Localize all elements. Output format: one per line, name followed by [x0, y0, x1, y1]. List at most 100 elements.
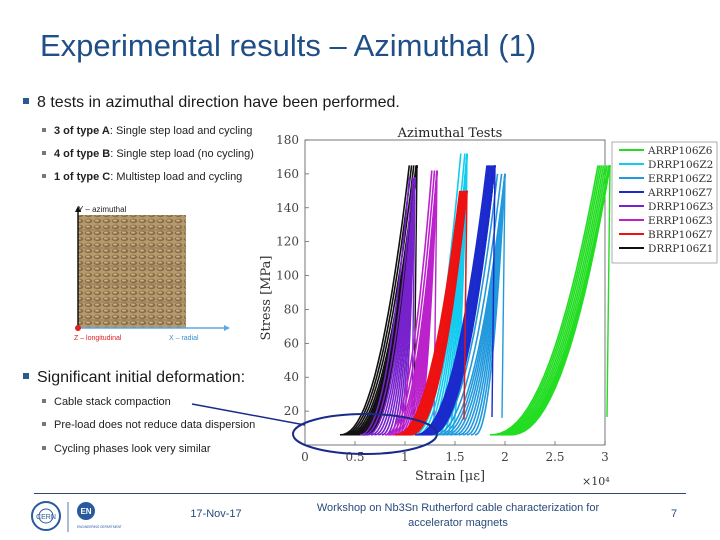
curve-ARRP106Z7: [429, 165, 496, 436]
unload-DRRP106Z3: [411, 177, 416, 419]
x-multiplier: ×10⁴: [582, 475, 610, 488]
y-tick-label: 20: [284, 404, 299, 418]
x-tick-label: 1: [401, 450, 409, 464]
curve-ERRP106Z3: [387, 170, 436, 436]
z-axis-label: Z – longitudinal: [74, 335, 122, 342]
sub-bullet-square-icon: [42, 422, 46, 427]
curve-ARRP106Z7: [416, 165, 490, 436]
unload-ARRP106Z6: [606, 165, 611, 418]
connector-line: [191, 403, 306, 426]
footer-rule: [34, 493, 686, 494]
z-axis-dot-icon: [75, 325, 81, 331]
curve-ARRP106Z6: [491, 165, 601, 436]
sub-bullet-compaction: Cable stack compaction: [42, 396, 171, 408]
x-axis-label: X – radial: [169, 335, 199, 342]
type-b-label: 4 of type B: [54, 148, 111, 160]
initial-deformation-ellipse: [292, 413, 438, 455]
curve-ARRP106Z7: [417, 165, 491, 436]
cern-logo-text: CERN: [36, 514, 56, 521]
sub-bullet-type-a: 3 of type A: Single step load and cyclin…: [42, 125, 252, 137]
curve-BRRP106Z7: [394, 190, 461, 436]
sub-bullet-type-c: 1 of type C: Multistep load and cycling: [42, 171, 242, 183]
x-axis-title: Strain [με]: [415, 469, 485, 484]
legend-label: ARRP106Z7: [647, 187, 712, 199]
y-tick-label: 120: [276, 235, 299, 249]
legend-label: ARRP106Z6: [647, 145, 713, 157]
curve-ARRP106Z7: [419, 165, 492, 436]
curve-BRRP106Z7: [400, 190, 467, 436]
legend-label: DRRP106Z1: [648, 243, 713, 255]
preload-text: Pre-load does not reduce data dispersion: [54, 419, 256, 431]
curve-ARRP106Z6: [495, 165, 605, 436]
curve-BRRP106Z7: [409, 190, 468, 436]
unload-BRRP106Z7: [463, 190, 468, 420]
sub-bullet-square-icon: [42, 174, 46, 179]
type-a-label: 3 of type A: [54, 125, 110, 137]
series-BRRP106Z7: [394, 190, 468, 436]
cern-logo: CERN: [31, 501, 61, 531]
legend-label: ERRP106Z2: [648, 173, 713, 185]
sub-bullet-square-icon: [42, 151, 46, 156]
curve-DRRP106Z1: [342, 165, 413, 436]
legend-label: DRRP106Z2: [648, 159, 713, 171]
footer-page-number: 7: [670, 508, 678, 520]
curve-ARRP106Z6: [493, 165, 603, 436]
curve-ARRP106Z7: [421, 165, 495, 436]
sub-bullet-square-icon: [42, 399, 46, 404]
y-tick-label: 140: [276, 201, 299, 215]
curve-ARRP106Z6: [489, 165, 599, 436]
bullet-tests-text: 8 tests in azimuthal direction have been…: [37, 94, 400, 111]
curve-ARRP106Z6: [497, 165, 607, 436]
legend-label: ERRP106Z3: [648, 215, 713, 227]
cycling-text: Cycling phases look very similar: [54, 443, 211, 455]
x-tick-label: 2.5: [545, 450, 564, 464]
sub-bullet-square-icon: [42, 128, 46, 133]
curve-DRRP106Z1: [339, 165, 411, 436]
legend: ARRP106Z6 DRRP106Z2 ERRP106Z2 ARRP106Z7 DRRP…: [619, 145, 713, 255]
x-tick-label: 3: [601, 450, 609, 464]
sub-bullet-cycling: Cycling phases look very similar: [42, 443, 211, 455]
azimuthal-tests-chart: Azimuthal Tests 20406080100120140160180 …: [259, 126, 718, 488]
x-tick-label: 0: [301, 450, 309, 464]
series-ARRP106Z6: [489, 165, 611, 436]
y-axis-label: Y – azimuthal: [78, 205, 127, 214]
curve-ERRP106Z3: [384, 170, 433, 436]
curve-DRRP106Z3: [363, 177, 414, 436]
y-tick-label: 40: [284, 370, 299, 384]
curve-ARRP106Z6: [500, 165, 610, 436]
curve-DRRP106Z1: [346, 165, 417, 436]
curve-ARRP106Z7: [420, 165, 494, 436]
page-title: Experimental results – Azimuthal (1): [40, 28, 537, 63]
en-logo-text: EN: [80, 507, 91, 516]
curve-ERRP106Z2: [474, 173, 506, 436]
bullet-deformation-text: Significant initial deformation:: [37, 369, 246, 386]
bullet-tests: 8 tests in azimuthal direction have been…: [23, 94, 400, 112]
sub-bullet-square-icon: [42, 446, 46, 451]
y-axis-title: Stress [MPa]: [259, 256, 274, 341]
y-arrowhead-icon: [75, 206, 81, 212]
compaction-text: Cable stack compaction: [54, 396, 171, 408]
y-tick-label: 60: [284, 336, 299, 350]
unload-ERRP106Z2: [501, 173, 506, 418]
cable-stack-figure: Y – azimuthal Z – longitudinal X – radia…: [74, 205, 230, 342]
y-tick-label: 160: [276, 167, 299, 181]
bullet-square-icon: [23, 372, 29, 379]
curve-ERRP106Z2: [434, 173, 503, 436]
sub-bullet-type-b: 4 of type B: Single step load (no cyclin…: [42, 148, 254, 160]
series-ERRP106Z2: [429, 173, 506, 436]
footer-date: 17-Nov-17: [190, 508, 242, 520]
curve-BRRP106Z7: [396, 190, 462, 436]
en-logo-subtext: ENGINEERING DEPARTMENT: [77, 525, 122, 529]
y-tick-label: 100: [276, 269, 299, 283]
curve-DRRP106Z3: [359, 177, 411, 436]
en-department-logo: EN ENGINEERING DEPARTMENT: [77, 502, 122, 529]
curve-ARRP106Z6: [499, 165, 608, 436]
bullet-square-icon: [23, 97, 29, 104]
curve-BRRP106Z7: [399, 190, 465, 436]
chart-title: Azimuthal Tests: [397, 126, 503, 141]
legend-box: [611, 141, 718, 264]
y-tick-label: 80: [284, 302, 299, 316]
type-c-label: 1 of type C: [54, 171, 111, 183]
legend-label: BRRP106Z7: [648, 229, 713, 241]
